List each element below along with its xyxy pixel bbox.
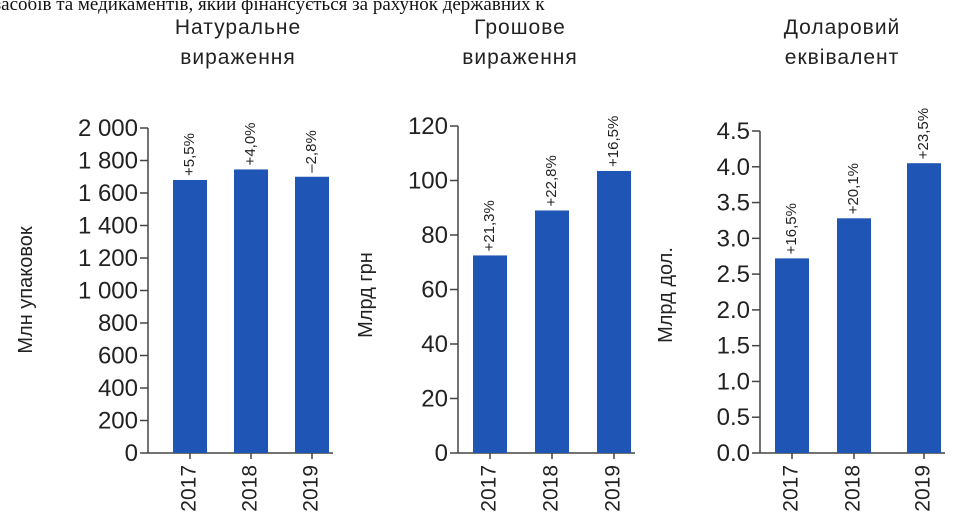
chart1-bar-label: –2,8% (303, 130, 320, 173)
chart2-x-tick-label: 2017 (478, 465, 501, 512)
chart3-y-tick-label: 1.0 (717, 368, 750, 395)
chart3-y-tick-label: 1.5 (717, 333, 750, 360)
chart2-y-tick-label: 120 (408, 113, 448, 140)
chart1-y-axis-label: Млн упаковок (15, 226, 37, 354)
chart3-title-line-1: Доларовий (784, 16, 901, 39)
chart3-bar-label: +16,5% (783, 203, 800, 254)
chart3-bar-2017 (775, 258, 809, 453)
chart3-x-tick-label: 2017 (780, 465, 803, 512)
page-title-fragment: ких засобів та медикаментів, який фінанс… (0, 0, 545, 15)
chart3-y-tick-label: 2.5 (717, 261, 750, 288)
chart3-y-tick-label: 0.0 (717, 440, 750, 467)
chart1-bar-2018 (234, 169, 268, 453)
chart1-y-tick-label: 1 200 (78, 245, 138, 272)
chart2-bar-2019 (597, 170, 631, 453)
chart3-bar-2019 (907, 163, 941, 453)
chart2-y-axis-label: Млрд грн (355, 252, 377, 338)
chart1-bar-label: +4,0% (242, 122, 259, 165)
chart2-y-tick-label: 0 (435, 440, 448, 467)
chart3-bar-label: +23,5% (915, 108, 932, 159)
chart3-y-tick-label: 0.5 (717, 404, 750, 431)
chart2-bar-2017 (473, 255, 507, 453)
chart3-y-tick-label: 3.5 (717, 190, 750, 217)
chart1-x-tick-label: 2019 (300, 465, 323, 512)
chart2-y-tick-label: 80 (421, 222, 448, 249)
chart2-bar-label: +21,3% (481, 200, 498, 251)
chart1-y-tick-label: 400 (98, 375, 138, 402)
chart2-y-tick-label: 60 (421, 277, 448, 304)
chart2-bar-label: +16,5% (605, 116, 622, 167)
chart3-title-line-2: еквівалент (785, 46, 899, 69)
chart1-y-tick-label: 2 000 (78, 115, 138, 142)
chart1-y-tick-label: 600 (98, 343, 138, 370)
chart3-x-tick-label: 2019 (912, 465, 935, 512)
chart1-y-tick-label: 1 400 (78, 213, 138, 240)
chart2-title-line-1: Грошове (474, 16, 566, 39)
chart1-y-tick-label: 1 800 (78, 148, 138, 175)
chart1-bar-2019 (295, 176, 329, 453)
chart2-y-tick-label: 100 (408, 168, 448, 195)
chart1-x-tick-label: 2018 (239, 465, 262, 512)
chart3-x-tick-label: 2018 (842, 465, 865, 512)
chart2-x-tick-label: 2018 (540, 465, 563, 512)
chart3-y-tick-label: 4.0 (717, 154, 750, 181)
chart3-y-tick-label: 4.5 (717, 118, 750, 145)
chart1-y-tick-label: 800 (98, 310, 138, 337)
chart1-x-tick-label: 2017 (178, 465, 201, 512)
chart1-bar-label: +5,5% (181, 133, 198, 176)
chart1-y-tick-label: 0 (125, 440, 138, 467)
chart1-title-line-1: Натуральне (175, 16, 301, 39)
chart3-y-tick-label: 2.0 (717, 297, 750, 324)
chart2-title-line-2: вираження (462, 46, 578, 69)
chart2-y-tick-label: 40 (421, 331, 448, 358)
chart1-y-tick-label: 1 600 (78, 180, 138, 207)
chart1-bar-2017 (173, 180, 207, 453)
chart2-bar-2018 (535, 210, 569, 453)
chart3-bar-label: +20,1% (845, 163, 862, 214)
chart3-y-axis-label: Млрд дол. (655, 247, 677, 343)
chart3-bar-2018 (837, 218, 871, 453)
chart1-y-tick-label: 1 000 (78, 278, 138, 305)
chart3-y-tick-label: 3.0 (717, 225, 750, 252)
chart2-y-tick-label: 20 (421, 386, 448, 413)
chart2-x-tick-label: 2019 (602, 465, 625, 512)
chart2-bar-label: +22,8% (543, 155, 560, 206)
chart1-title-line-2: вираження (180, 46, 296, 69)
chart1-y-tick-label: 200 (98, 408, 138, 435)
